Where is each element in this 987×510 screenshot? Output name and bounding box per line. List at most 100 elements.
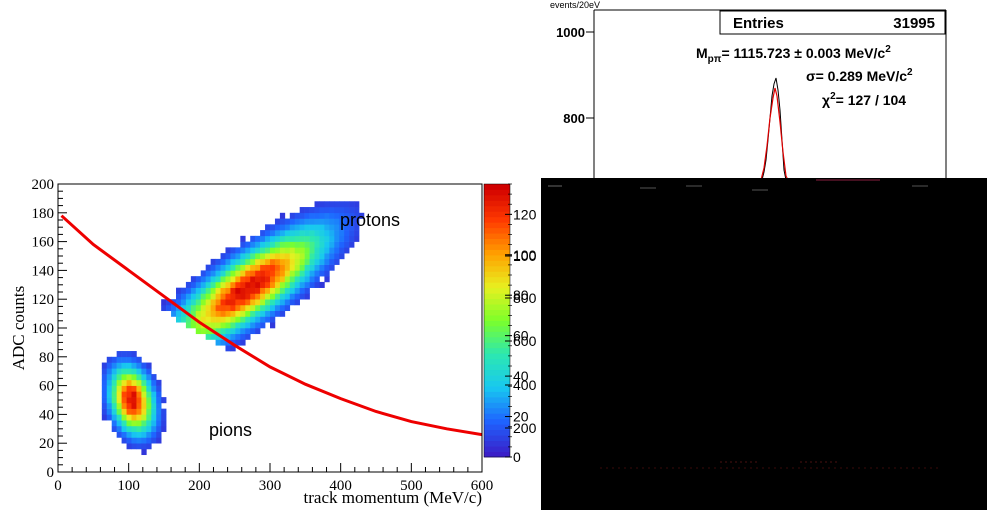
colorbar-tick-label: 400 — [513, 377, 537, 393]
heatmap-cell — [185, 287, 192, 294]
colorbar-band — [484, 435, 510, 442]
heatmap-cell — [255, 276, 261, 283]
heatmap-cell — [166, 299, 172, 306]
heatmap-cell — [235, 316, 241, 323]
heatmap-cell — [141, 374, 147, 381]
heatmap-cell — [220, 276, 226, 283]
heatmap-cell — [274, 241, 281, 248]
heatmap-cell — [284, 276, 291, 283]
heatmap-cell — [274, 230, 281, 237]
heatmap-cell — [274, 270, 281, 277]
heatmap-cell — [136, 391, 142, 398]
heatmap-cell — [210, 287, 216, 294]
heatmap-cell — [324, 258, 330, 265]
heatmap-cell — [354, 235, 360, 242]
heatmap-cell — [309, 224, 315, 231]
heatmap-cell — [166, 304, 172, 312]
heatmap-cell — [265, 241, 271, 248]
heatmap-cell — [339, 230, 345, 237]
heatmap-cell — [106, 397, 113, 404]
heatmap-cell — [250, 293, 256, 300]
heatmap-cell — [146, 402, 152, 409]
heatmap-cell — [339, 253, 345, 260]
heatmap-cell — [279, 212, 286, 219]
heatmap-cell — [230, 270, 236, 277]
colorbar-band — [484, 205, 510, 212]
heatmap-cell — [245, 264, 251, 271]
heatmap-cell — [324, 212, 330, 219]
heatmap-cell — [240, 264, 246, 271]
heatmap-cell — [205, 276, 211, 283]
y-tick-labels: 0 20 40 60 80 100 120 140 160 180 200 — [32, 177, 55, 481]
heatmap-cell — [245, 241, 251, 248]
heatmap-cell — [339, 235, 345, 242]
heatmap-cell — [121, 356, 127, 363]
heatmap-cell — [260, 241, 266, 248]
heatmap-cell — [250, 310, 256, 317]
heatmap-cell — [190, 281, 197, 288]
heatmap-cell — [354, 207, 360, 214]
colorbar-tick-label: 40 — [513, 368, 529, 384]
heatmap-cell — [329, 218, 335, 225]
heatmap-cell — [141, 420, 147, 427]
heatmap-cell — [195, 322, 202, 329]
heatmap-cell — [245, 287, 251, 294]
colorbar-band — [484, 407, 510, 414]
heatmap-cell — [274, 235, 281, 242]
heatmap-cell — [250, 235, 256, 242]
heatmap-cell — [205, 328, 211, 335]
heatmap-cell — [319, 201, 325, 208]
stats-entries-label: Entries — [733, 15, 784, 32]
heatmap-cell — [146, 362, 152, 369]
heatmap-cell — [225, 287, 231, 294]
heatmap-cell — [106, 385, 113, 392]
heatmap-cell — [230, 299, 236, 306]
heatmap-cell — [240, 276, 246, 283]
heatmap-cell — [294, 224, 300, 231]
heatmap-cell — [309, 241, 315, 248]
heatmap-cell — [230, 287, 236, 294]
heatmap-cell — [304, 270, 310, 277]
heatmap-cell — [141, 425, 147, 432]
heatmap-cell — [230, 276, 236, 283]
colorbar-tick-label: 800 — [513, 290, 537, 306]
heatmap-cell — [349, 212, 355, 219]
heatmap-cell — [349, 241, 355, 248]
colorbar-band — [484, 440, 510, 447]
heatmap-cell — [121, 437, 127, 444]
heatmap-cell — [250, 299, 256, 306]
colorbar-bands — [484, 184, 510, 458]
heatmap-cell — [270, 241, 276, 248]
heatmap-cell — [210, 310, 216, 317]
heatmap-cell — [171, 304, 177, 312]
heatmap-cell — [230, 264, 236, 271]
heatmap-cell — [131, 402, 137, 409]
heatmap-cell — [284, 293, 291, 300]
heatmap-cell — [136, 379, 142, 386]
heatmap-cell — [235, 322, 241, 329]
heatmap-cell — [121, 379, 127, 386]
colorbar-band — [484, 380, 510, 387]
heatmap-cell — [101, 414, 108, 421]
heatmap-cell — [215, 339, 221, 346]
x-axis-label: track momentum (MeV/c) — [304, 488, 482, 507]
stats-entries-value: 31995 — [893, 15, 935, 32]
heatmap-cell — [270, 235, 276, 242]
heatmap-cell — [235, 304, 241, 312]
heatmap-cell — [220, 339, 226, 346]
heatmap-cell — [240, 304, 246, 312]
heatmap-cell — [245, 276, 251, 283]
heatmap-cell — [304, 230, 310, 237]
y-tick-label: 40 — [39, 407, 54, 423]
colorbar-band — [484, 331, 510, 338]
colorbar-band — [484, 429, 510, 436]
heatmap-cell — [200, 316, 206, 323]
heatmap-cell — [354, 230, 360, 237]
heatmap-cell — [101, 408, 108, 415]
heatmap-cell — [329, 224, 335, 231]
heatmap-cell — [205, 287, 211, 294]
heatmap-cell — [289, 212, 296, 219]
heatmap-cell — [250, 247, 256, 254]
heatmap-cell — [284, 299, 291, 306]
